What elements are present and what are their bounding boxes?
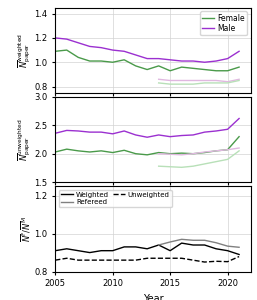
Y-axis label: $\overline{N}^{\mathrm{unweighted}}_{\mathrm{paper}}$: $\overline{N}^{\mathrm{unweighted}}_{\ma… bbox=[17, 118, 33, 161]
Legend: Female, Male: Female, Male bbox=[200, 11, 247, 35]
Y-axis label: $\overline{N}^{\mathrm{F}} / \overline{N}^{\mathrm{M}}$: $\overline{N}^{\mathrm{F}} / \overline{N… bbox=[20, 216, 33, 242]
Legend: Weighted, Refereed, Unweighted, : Weighted, Refereed, Unweighted, bbox=[59, 190, 172, 207]
X-axis label: Year: Year bbox=[143, 294, 163, 300]
Y-axis label: $\overline{N}^{\mathrm{weighted}}_{\mathrm{paper}}$: $\overline{N}^{\mathrm{weighted}}_{\math… bbox=[17, 33, 33, 68]
